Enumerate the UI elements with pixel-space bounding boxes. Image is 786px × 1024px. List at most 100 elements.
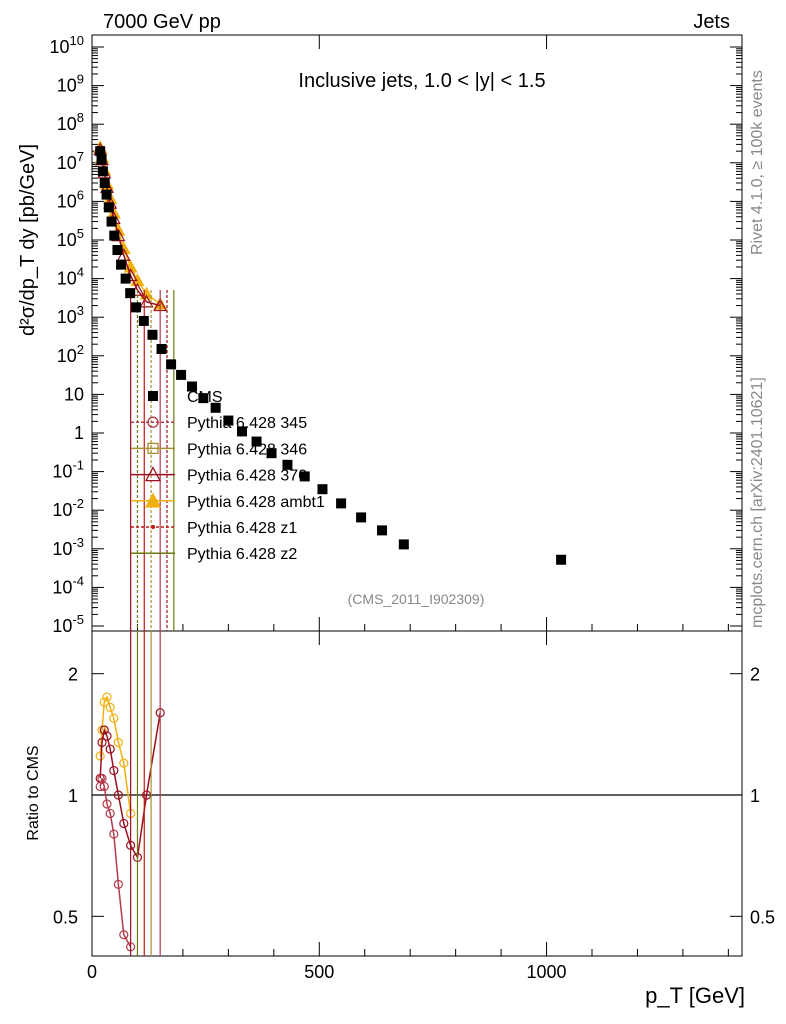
cms-data-point [266, 448, 277, 459]
ratio-plot-frame [91, 630, 743, 957]
y-tick-exponent: 2 [77, 342, 84, 357]
ratio-marker [95, 751, 105, 761]
analysis-watermark: (CMS_2011_I902309) [348, 591, 485, 607]
ratio-y-axis-label: Ratio to CMS [25, 745, 42, 840]
cms-data-point [299, 471, 310, 482]
x-tick-label: 0 [87, 962, 97, 982]
ratio-marker [109, 765, 119, 776]
cms-data-point [125, 288, 136, 299]
legend-label: Pythia 6.428 345 [187, 415, 307, 432]
cms-data-point [120, 273, 131, 284]
cms-data-point [317, 484, 328, 495]
y-tick-exponent: 6 [77, 187, 84, 202]
rivet-version-text: Rivet 4.1.0, ≥ 100k events [749, 70, 766, 255]
y-tick-label: 10-5 [52, 612, 84, 636]
cms-data-point [156, 344, 167, 355]
ratio-marker [105, 808, 115, 819]
y-tick-label: 103 [57, 303, 84, 327]
y-tick-label: 105 [57, 226, 84, 250]
ratio-marker [97, 773, 107, 783]
ratio-y-tick-label-right: 1 [750, 786, 760, 806]
cms-data-point [223, 415, 234, 426]
ratio-marker [97, 725, 107, 735]
ratio-marker [102, 692, 112, 702]
plot-title: Inclusive jets, 1.0 < |y| < 1.5 [298, 70, 545, 92]
y-tick-exponent: 5 [77, 226, 84, 241]
ratio-y-tick-label: 1 [68, 786, 78, 806]
y-tick-exponent: -4 [72, 573, 84, 588]
y-tick-exponent: -3 [72, 535, 84, 550]
mcplots-credit-text: mcplots.cern.ch [arXiv:2401.10621] [749, 377, 766, 628]
y-tick-exponent: -2 [72, 496, 84, 511]
ratio-marker [113, 879, 123, 890]
legend-label: CMS [187, 389, 223, 406]
y-tick-label: 10 [64, 384, 84, 404]
cms-data-point [99, 177, 110, 188]
header-left: 7000 GeV pp [103, 11, 221, 33]
cms-data-point [176, 369, 187, 380]
cms-data-point [103, 202, 114, 213]
header-right: Jets [693, 11, 730, 33]
cms-data-point [147, 329, 158, 340]
y-tick-exponent: -1 [72, 458, 84, 473]
legend-marker [147, 442, 159, 455]
legend-marker [148, 391, 158, 401]
y-tick-label: 107 [57, 149, 84, 173]
ratio-marker [113, 737, 123, 748]
ratio-marker [119, 758, 129, 768]
cms-data-point [109, 230, 120, 241]
ratio-marker [109, 829, 119, 839]
y-tick-label: 108 [57, 110, 84, 134]
ratio-y-tick-label-right: 0.5 [750, 907, 775, 927]
legend-label: Pythia 6.428 370 [187, 468, 307, 485]
legend-marker [144, 466, 162, 482]
y-tick-label: 10-3 [52, 535, 84, 559]
ratio-marker [99, 725, 109, 735]
ratio-marker [97, 737, 107, 748]
cms-data-point [101, 189, 112, 200]
cms-data-point [96, 154, 107, 165]
mc-marker [139, 286, 154, 300]
legend-label: Pythia 6.428 ambt1 [187, 494, 325, 511]
ratio-y-tick-label-right: 2 [750, 665, 760, 685]
ratio-marker [119, 930, 129, 940]
y-tick-exponent: -5 [72, 612, 84, 627]
ratio-marker [119, 818, 129, 829]
x-tick-label: 1000 [527, 962, 567, 982]
legend-marker [144, 492, 162, 508]
x-tick-label: 500 [304, 962, 334, 982]
y-tick-exponent: 7 [77, 149, 84, 164]
cms-data-point [336, 498, 347, 509]
y-tick-label: 10-2 [52, 496, 84, 520]
y-tick-exponent: 8 [77, 110, 84, 125]
cms-data-point [356, 512, 367, 523]
ratio-y-tick-label: 2 [68, 665, 78, 685]
y-tick-exponent: 9 [77, 72, 84, 87]
legend-label: Pythia 6.428 346 [187, 441, 307, 458]
ratio-marker [105, 744, 115, 754]
y-tick-label: 102 [57, 342, 84, 366]
ratio-marker [102, 799, 112, 809]
cms-data-point [131, 302, 142, 313]
x-axis-label: p_T [GeV] [645, 983, 745, 1008]
legend-marker [151, 525, 155, 529]
cms-data-point [116, 259, 127, 270]
ratio-y-tick-label: 0.5 [53, 907, 78, 927]
cms-data-point [237, 426, 247, 437]
cms-data-point [138, 315, 149, 326]
y-tick-label: 1 [74, 423, 84, 443]
y-tick-label: 1010 [50, 33, 85, 57]
cms-data-point [198, 393, 209, 404]
mc-marker [139, 294, 154, 308]
cms-data-point [282, 459, 293, 470]
y-tick-exponent: 10 [70, 33, 84, 48]
main-plot-frame [91, 34, 743, 632]
y-tick-exponent: 3 [77, 303, 84, 318]
ratio-curve [99, 778, 132, 948]
ratio-marker [105, 702, 115, 712]
ratio-marker [102, 731, 112, 741]
legend-marker [147, 416, 159, 428]
ratio-curve [99, 695, 132, 814]
y-tick-label: 106 [57, 187, 84, 211]
